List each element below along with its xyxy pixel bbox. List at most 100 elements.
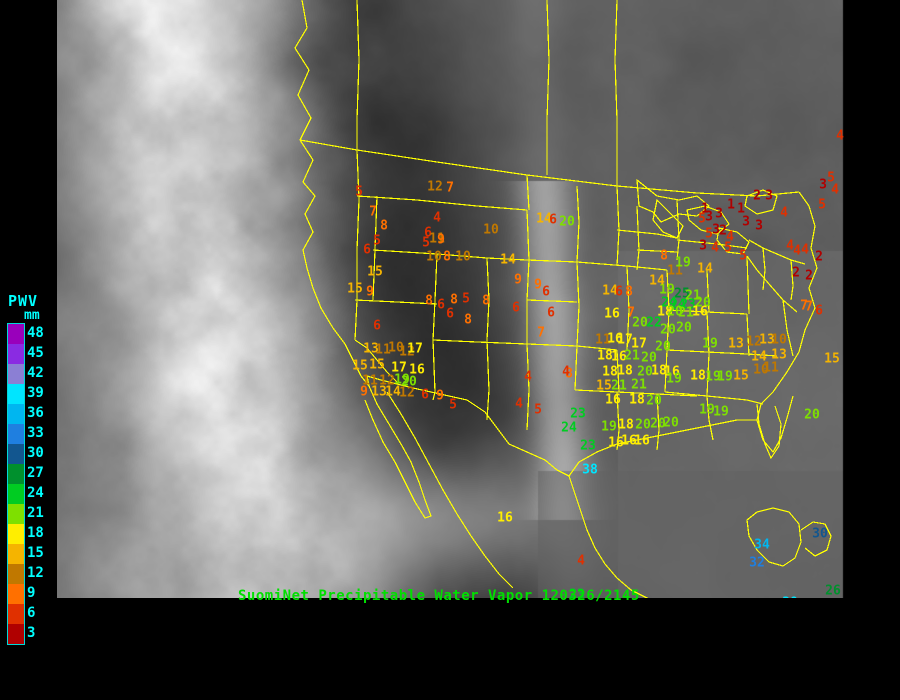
pwv-value: 15 bbox=[367, 264, 383, 280]
pwv-value: 20 bbox=[676, 320, 692, 336]
pwv-value: 7 bbox=[446, 180, 454, 196]
pwv-value: 18 bbox=[690, 368, 706, 384]
pwv-value: 12 bbox=[379, 373, 395, 389]
colorbar-swatch-9 bbox=[8, 584, 24, 604]
colorbar-label-45: 45 bbox=[27, 345, 44, 361]
pwv-value: 6 bbox=[547, 305, 555, 321]
pwv-value: 1 bbox=[727, 197, 735, 213]
pwv-value: 16 bbox=[611, 349, 627, 365]
pwv-value: 13 bbox=[363, 341, 379, 357]
pwv-value: 20 bbox=[804, 407, 820, 423]
pwv-value: 20 bbox=[695, 295, 711, 311]
colorbar-label-15: 15 bbox=[27, 545, 44, 561]
colorbar-swatch-18 bbox=[8, 524, 24, 544]
pwv-value: 2 bbox=[753, 188, 761, 204]
pwv-value: 14 bbox=[751, 349, 767, 365]
pwv-value: 4 bbox=[577, 553, 585, 569]
colorbar-label-42: 42 bbox=[27, 365, 44, 381]
pwv-value: 3 bbox=[712, 222, 720, 238]
pwv-value: 16 bbox=[497, 510, 513, 526]
pwv-value: 19 bbox=[717, 369, 733, 385]
pwv-value: 5 bbox=[422, 235, 430, 251]
pwv-value: 4 bbox=[711, 240, 719, 256]
pwv-value: 38 bbox=[782, 597, 798, 599]
pwv-value: 23 bbox=[570, 406, 586, 422]
pwv-value: 3 bbox=[819, 177, 827, 193]
pwv-value: 15 bbox=[369, 357, 385, 373]
pwv-value: 16 bbox=[409, 362, 425, 378]
colorbar-swatch-21 bbox=[8, 504, 24, 524]
pwv-value: 8 bbox=[380, 218, 388, 234]
pwv-value: 9 bbox=[534, 277, 542, 293]
pwv-value: 15 bbox=[352, 358, 368, 374]
pwv-value: 8 bbox=[425, 293, 433, 309]
pwv-value: 21 bbox=[631, 377, 647, 393]
pwv-value: 7 bbox=[800, 298, 808, 314]
pwv-value: 13 bbox=[759, 332, 775, 348]
pwv-value: 6 bbox=[542, 284, 550, 300]
pwv-value: 18 bbox=[597, 348, 613, 364]
pwv-value: 20 bbox=[635, 417, 651, 433]
colorbar-label-3: 3 bbox=[27, 625, 36, 641]
pwv-value: 6 bbox=[363, 242, 371, 258]
pwv-value: 11 bbox=[595, 332, 611, 348]
pwv-value: 14 bbox=[385, 384, 401, 400]
pwv-value: 5 bbox=[534, 402, 542, 418]
pwv-value: 19 bbox=[601, 419, 617, 435]
infrared-satellite-basemap bbox=[57, 0, 844, 598]
pwv-value: 20 bbox=[650, 416, 666, 432]
satellite-image-panel: 5 7 8 5 6 15 15 9 6 13 11 10 12 17 15 15 17 16 11 12 19 20 9 13… bbox=[57, 0, 844, 598]
pwv-value: 2 bbox=[815, 249, 823, 265]
pwv-value: 34 bbox=[754, 537, 770, 553]
pwv-value: 20 bbox=[655, 339, 671, 355]
pwv-value: 20 bbox=[637, 364, 653, 380]
pwv-value: 14 bbox=[602, 283, 618, 299]
pwv-value: 20 bbox=[660, 322, 676, 338]
pwv-value: 11 bbox=[429, 231, 445, 247]
pwv-value: 4 bbox=[726, 229, 734, 245]
pwv-value: 10 bbox=[771, 332, 787, 348]
pwv-value: 15 bbox=[733, 368, 749, 384]
pwv-value: 1 bbox=[701, 201, 709, 217]
pwv-value: 5 bbox=[449, 397, 457, 413]
pwv-value: 25 bbox=[674, 286, 690, 302]
pwv-value: 3 bbox=[699, 238, 707, 254]
colorbar-swatch-6 bbox=[8, 604, 24, 624]
colorbar-swatch-42 bbox=[8, 364, 24, 384]
colorbar-swatch-33 bbox=[8, 424, 24, 444]
pwv-value: 3 bbox=[765, 188, 773, 204]
pwv-value: 21 bbox=[611, 378, 627, 394]
pwv-value: 19 bbox=[699, 402, 715, 418]
pwv-value: 19 bbox=[713, 404, 729, 420]
pwv-value: 8 bbox=[660, 248, 668, 264]
pwv-value: 8 bbox=[443, 249, 451, 265]
pwv-value: 4 bbox=[793, 243, 801, 259]
pwv-value: 7 bbox=[627, 305, 635, 321]
colorbar-label-48: 48 bbox=[27, 325, 44, 341]
pwv-value: 19 bbox=[675, 255, 691, 271]
pwv-value: 10 bbox=[753, 362, 769, 378]
pwv-value: 2 bbox=[792, 265, 800, 281]
colorbar-swatch-27 bbox=[8, 464, 24, 484]
pwv-value: 10 bbox=[388, 340, 404, 356]
pwv-value: 6 bbox=[615, 284, 623, 300]
pwv-value: 20 bbox=[646, 393, 662, 409]
product-caption: SuomiNet Precipitable Water Vapor 120326… bbox=[238, 588, 640, 604]
colorbar-swatch-24 bbox=[8, 484, 24, 504]
pwv-value: 5 bbox=[818, 197, 826, 213]
pwv-value: 19 bbox=[705, 369, 721, 385]
pwv-value: 21 bbox=[678, 305, 694, 321]
pwv-value: 23 bbox=[569, 587, 585, 599]
pwv-value: 9 bbox=[436, 388, 444, 404]
colorbar-label-30: 30 bbox=[27, 445, 44, 461]
pwv-value: 16 bbox=[608, 435, 624, 451]
colorbar-label-39: 39 bbox=[27, 385, 44, 401]
pwv-value: 11 bbox=[362, 373, 378, 389]
pwv-value: 16 bbox=[607, 331, 623, 347]
colorbar-label-33: 33 bbox=[27, 425, 44, 441]
pwv-value: 8 bbox=[464, 312, 472, 328]
pwv-value: 2 bbox=[719, 223, 727, 239]
colorbar-units: mm bbox=[24, 308, 40, 323]
pwv-value: 5 bbox=[724, 240, 732, 256]
pwv-value: 4 bbox=[515, 396, 523, 412]
